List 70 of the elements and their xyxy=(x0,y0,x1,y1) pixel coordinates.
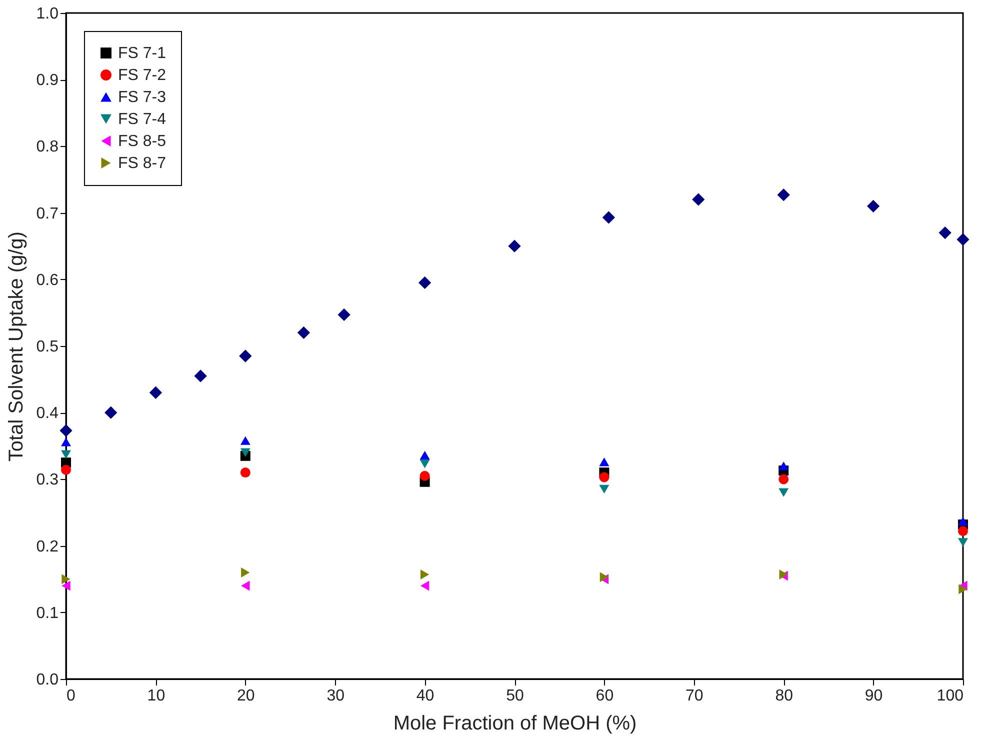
point xyxy=(778,474,789,484)
x-tick-label: 0 xyxy=(66,688,76,704)
y-tick-label: 0.0 xyxy=(36,672,59,688)
point xyxy=(149,386,162,399)
x-tick-label: 40 xyxy=(416,688,434,704)
point xyxy=(938,226,952,240)
point xyxy=(777,188,790,202)
point xyxy=(599,484,610,494)
point xyxy=(420,450,430,460)
y-tick-label: 1.0 xyxy=(36,6,59,22)
legend-label: FS 7-1 xyxy=(118,45,166,62)
x-tick-label: 60 xyxy=(596,688,614,704)
point xyxy=(778,462,789,470)
point xyxy=(692,193,705,206)
x-tick-label: 100 xyxy=(936,688,964,704)
legend-label: FS 7-4 xyxy=(118,111,166,128)
x-tick-label: 90 xyxy=(864,688,883,704)
y-tick-label: 0.1 xyxy=(36,604,59,622)
legend-label: FS 7-2 xyxy=(118,67,166,84)
x-tick-label: 20 xyxy=(237,688,255,704)
point xyxy=(104,406,118,419)
y-tick-label: 0.8 xyxy=(36,138,59,156)
point xyxy=(602,211,616,224)
y-tick-label: 0.9 xyxy=(36,72,59,90)
point xyxy=(240,436,250,445)
x-tick-label: 10 xyxy=(147,688,166,704)
point xyxy=(420,569,430,580)
point xyxy=(418,276,432,290)
point xyxy=(420,580,430,591)
point xyxy=(241,567,250,578)
point xyxy=(420,460,430,468)
point xyxy=(60,424,72,437)
y-tick-label: 0.4 xyxy=(36,405,59,422)
x-tick-label: 50 xyxy=(506,688,524,704)
point xyxy=(958,538,968,547)
point xyxy=(61,450,71,459)
y-tick-label: 0.3 xyxy=(36,472,59,489)
point xyxy=(239,350,252,362)
point xyxy=(61,464,71,475)
x-tick-label: 70 xyxy=(686,688,704,704)
point xyxy=(62,574,70,584)
point xyxy=(599,472,610,482)
point xyxy=(194,370,207,382)
point xyxy=(240,468,250,478)
x-tick-label: 30 xyxy=(326,688,345,704)
point xyxy=(956,233,970,246)
point xyxy=(778,488,789,497)
point xyxy=(240,448,250,457)
x-tick-label: 80 xyxy=(775,688,794,704)
point xyxy=(508,240,521,252)
y-tick-label: 0.2 xyxy=(36,538,59,556)
y-tick-label: 0.5 xyxy=(36,338,59,356)
point xyxy=(958,584,968,594)
point xyxy=(599,458,610,466)
y-tick-label: 0.6 xyxy=(36,272,59,289)
point xyxy=(297,326,310,340)
point xyxy=(958,526,968,536)
legend-label: FS 8-5 xyxy=(118,133,166,150)
point xyxy=(420,470,430,481)
point xyxy=(61,438,71,446)
point xyxy=(62,580,70,591)
point xyxy=(958,516,968,526)
legend-label: FS 8-7 xyxy=(118,155,166,172)
point xyxy=(241,580,250,591)
y-axis-title: Total Solvent Uptake (g/g) xyxy=(5,231,28,462)
x-axis-title: Mole Fraction of MeOH (%) xyxy=(393,712,637,734)
legend-label: FS 7-3 xyxy=(118,89,166,106)
point xyxy=(338,308,350,322)
y-tick-label: 0.7 xyxy=(36,205,59,222)
point xyxy=(866,200,880,212)
